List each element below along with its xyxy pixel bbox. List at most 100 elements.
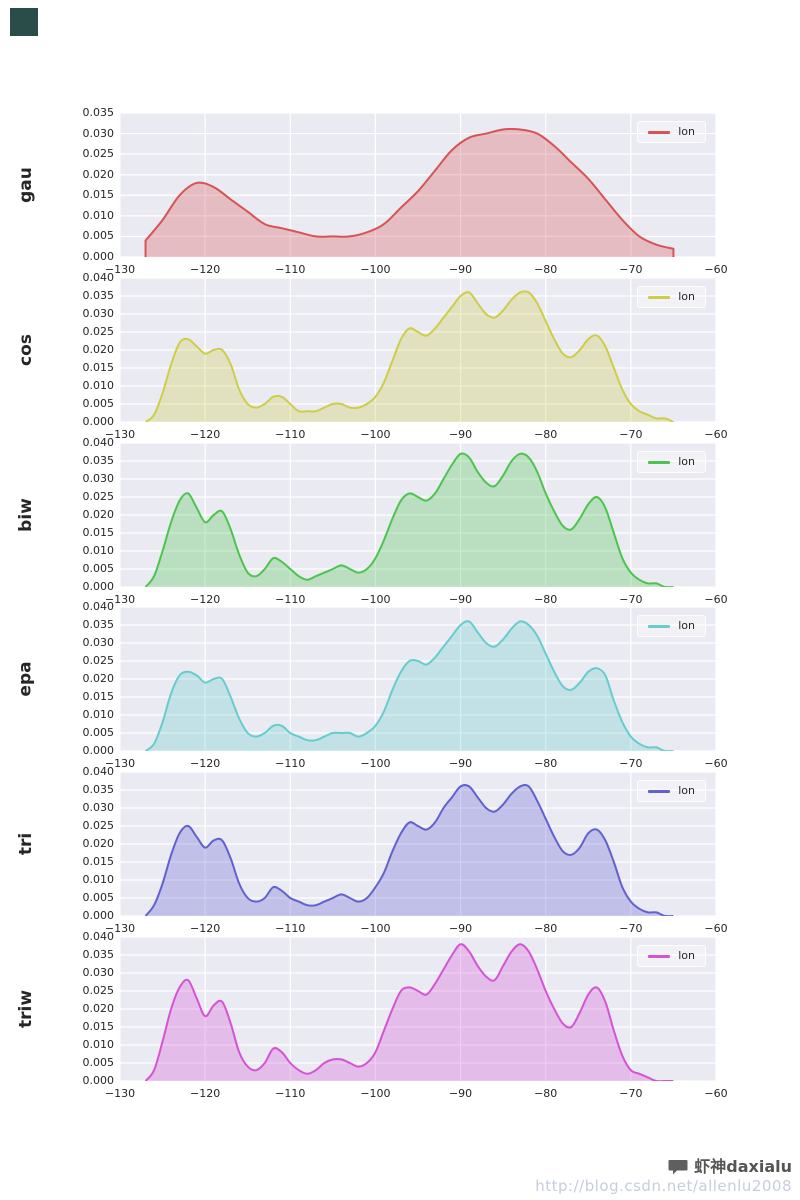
- legend: lon: [637, 945, 706, 967]
- kde-subplot-gau: gau 0.000 0.005 0.010 0.015 0.020 0.025 0.030 0.…: [0, 107, 800, 281]
- kde-curve: [144, 452, 674, 587]
- y-tick-label: 0.040: [82, 765, 115, 778]
- y-tick-label: 0.035: [82, 948, 115, 961]
- legend-line: [648, 295, 671, 299]
- y-tick-label: 0.010: [82, 873, 115, 886]
- x-tick-label: −70: [619, 1087, 643, 1100]
- x-tick-label: −60: [704, 263, 728, 276]
- y-tick-label: 0.030: [82, 126, 115, 140]
- x-tick-label: −130: [104, 757, 136, 770]
- x-tick-label: −120: [190, 922, 221, 935]
- x-tick-label: −90: [448, 428, 473, 441]
- y-tick-label: 0.010: [82, 544, 115, 557]
- x-tick-label: −70: [619, 593, 643, 606]
- grid-lines: [120, 278, 716, 422]
- y-tick-label: 0.005: [82, 229, 115, 243]
- x-tick-label: −70: [619, 428, 643, 441]
- legend-label: lon: [678, 949, 695, 962]
- watermark: 虾神daxialu http://blog.csdn.net/allenlu20…: [535, 1157, 792, 1196]
- y-tick-label: 0.010: [82, 708, 115, 721]
- y-axis-label-text: tri: [16, 832, 36, 856]
- y-tick-label: 0.030: [82, 636, 115, 649]
- kde-area-fill: [145, 944, 674, 1081]
- y-axis-label: epa: [10, 607, 42, 751]
- x-tick-label: −100: [360, 593, 391, 606]
- x-tick-label: −60: [704, 593, 728, 606]
- legend-line: [648, 130, 671, 134]
- y-tick-label: 0.020: [82, 837, 115, 850]
- x-tick-label: −100: [360, 922, 391, 935]
- kde-subplot-triw: triw 0.000 0.005 0.010 0.015 0.020 0.025 0.030 0…: [0, 931, 800, 1105]
- y-tick-label: 0.030: [82, 966, 115, 979]
- grid-lines: [120, 113, 716, 257]
- chat-bubble-icon: [668, 1159, 688, 1176]
- y-tick-label: 0.020: [82, 167, 115, 181]
- y-axis-label-text: epa: [16, 661, 37, 697]
- kde-curve: [144, 620, 674, 751]
- legend-label: lon: [678, 455, 695, 468]
- kde-plot-canvas: [120, 278, 716, 422]
- y-axis-label: cos: [10, 278, 42, 422]
- kde-area-fill: [145, 128, 674, 257]
- y-tick-label: 0.000: [82, 580, 115, 593]
- x-tick-label: −110: [275, 1087, 306, 1100]
- legend-line: [648, 954, 671, 958]
- kde-curve: [144, 943, 674, 1081]
- y-tick-label: 0.025: [82, 147, 115, 161]
- kde-area-fill: [145, 785, 674, 916]
- y-tick-label: 0.030: [82, 801, 115, 814]
- kde-area-fill: [145, 453, 674, 587]
- y-tick-label: 0.040: [82, 436, 115, 449]
- y-tick-label: 0.010: [82, 379, 115, 392]
- y-axis-label: biw: [10, 443, 42, 587]
- legend: lon: [637, 286, 706, 308]
- y-tick-label: 0.025: [82, 325, 115, 338]
- x-tick-label: −110: [275, 593, 306, 606]
- legend-label: lon: [678, 125, 695, 138]
- kde-subplot-cos: cos 0.000 0.005 0.010 0.015 0.020 0.025 0.030 0.…: [0, 272, 800, 446]
- y-tick-label: 0.015: [82, 690, 115, 703]
- y-tick-label: 0.025: [82, 984, 115, 997]
- grid-lines: [120, 443, 716, 587]
- y-tick-label: 0.005: [82, 397, 115, 410]
- x-tick-label: −80: [534, 922, 558, 935]
- x-tick-label: −90: [448, 922, 473, 935]
- x-tick-label: −110: [275, 922, 306, 935]
- x-tick-label: −80: [534, 1087, 558, 1100]
- y-tick-label: 0.040: [82, 930, 115, 943]
- plot-area: lon: [120, 113, 716, 257]
- legend-line: [648, 624, 671, 628]
- watermark-author: 虾神daxialu: [535, 1157, 792, 1177]
- y-tick-label: 0.030: [82, 307, 115, 320]
- y-tick-label: 0.015: [82, 1020, 115, 1033]
- x-tick-label: −120: [190, 1087, 221, 1100]
- kde-area-fill: [145, 621, 674, 751]
- kde-subplot-biw: biw 0.000 0.005 0.010 0.015 0.020 0.025 0.030 0.…: [0, 437, 800, 611]
- kde-plot-canvas: [120, 607, 716, 751]
- y-tick-label: 0.010: [82, 208, 115, 222]
- x-tick-label: −130: [104, 593, 136, 606]
- x-tick-label: −110: [275, 428, 306, 441]
- legend: lon: [637, 615, 706, 637]
- legend-line: [648, 460, 671, 464]
- x-tick-label: −120: [190, 593, 221, 606]
- kde-subplot-tri: tri 0.000 0.005 0.010 0.015 0.020 0.025 0.030 0.…: [0, 766, 800, 940]
- y-tick-label: 0.015: [82, 526, 115, 539]
- y-tick-label: 0.000: [82, 250, 115, 263]
- y-tick-label: 0.025: [82, 490, 115, 503]
- x-tick-label: −100: [360, 757, 391, 770]
- y-tick-label: 0.000: [82, 415, 115, 428]
- x-tick-label: −60: [704, 428, 728, 441]
- plot-area: lon: [120, 937, 716, 1081]
- plot-area: lon: [120, 278, 716, 422]
- x-tick-label: −80: [534, 757, 558, 770]
- y-axis-label: gau: [10, 113, 42, 257]
- y-tick-label: 0.035: [82, 618, 115, 631]
- x-tick-label: −120: [190, 263, 221, 276]
- y-tick-label: 0.035: [82, 783, 115, 796]
- kde-curve: [144, 127, 675, 257]
- y-tick-label: 0.005: [82, 891, 115, 904]
- y-tick-label: 0.020: [82, 508, 115, 521]
- y-tick-label: 0.035: [82, 106, 115, 119]
